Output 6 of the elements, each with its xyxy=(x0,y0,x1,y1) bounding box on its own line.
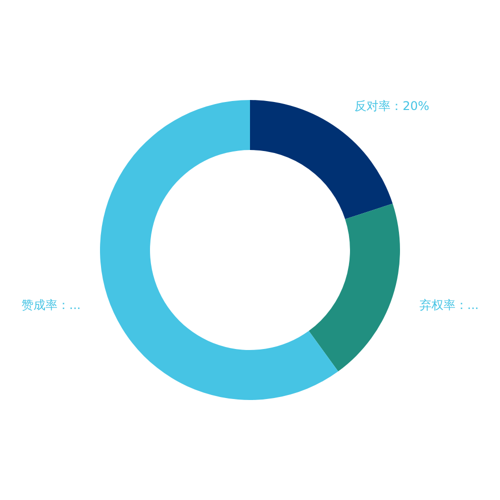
donut-slice xyxy=(308,204,400,372)
slice-label: 反对率：20% xyxy=(354,98,430,113)
slice-label: 赞成率：... xyxy=(21,298,81,312)
donut-slice xyxy=(250,100,393,220)
donut-slice xyxy=(100,100,338,400)
slice-label: 弃权率：... xyxy=(419,298,479,312)
